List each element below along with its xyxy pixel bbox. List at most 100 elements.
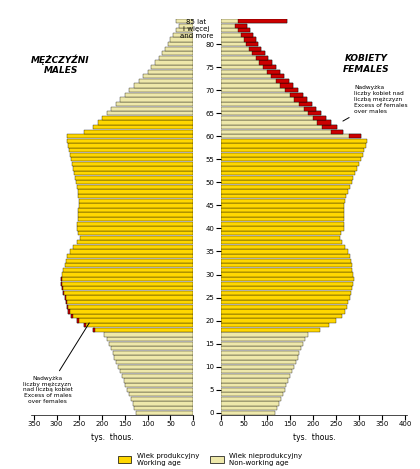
- Bar: [65, 295, 193, 300]
- Bar: [107, 337, 193, 341]
- Bar: [62, 286, 63, 290]
- Bar: [220, 144, 366, 148]
- Bar: [220, 56, 268, 60]
- Bar: [74, 245, 193, 249]
- Bar: [252, 51, 265, 55]
- Bar: [220, 268, 352, 272]
- Bar: [79, 194, 193, 198]
- Bar: [235, 23, 247, 28]
- Text: MĘŻCZYŹNI
MALES: MĘŻCZYŹNI MALES: [32, 54, 90, 76]
- Bar: [285, 88, 298, 92]
- Bar: [299, 102, 312, 106]
- Bar: [220, 212, 344, 217]
- Bar: [220, 88, 298, 92]
- Bar: [79, 203, 193, 207]
- Bar: [220, 79, 289, 83]
- Bar: [159, 56, 193, 60]
- Bar: [304, 106, 317, 111]
- Bar: [220, 309, 345, 313]
- Bar: [67, 305, 193, 309]
- Bar: [78, 217, 193, 221]
- Bar: [220, 231, 341, 235]
- Bar: [68, 309, 70, 313]
- Text: Nadwyżka
liczby mężczyzn
nad liczbą kobiet
Excess of males
over females: Nadwyżka liczby mężczyzn nad liczbą kobi…: [23, 323, 89, 404]
- Bar: [148, 69, 193, 74]
- Bar: [116, 360, 193, 364]
- Bar: [220, 305, 347, 309]
- Bar: [68, 139, 193, 143]
- Text: tys.  thous.: tys. thous.: [91, 433, 134, 442]
- Bar: [173, 33, 193, 37]
- Bar: [76, 180, 193, 184]
- Bar: [220, 69, 280, 74]
- Bar: [220, 314, 342, 318]
- Bar: [122, 374, 193, 378]
- Bar: [162, 51, 193, 55]
- Bar: [116, 102, 193, 106]
- Bar: [220, 328, 320, 332]
- Bar: [79, 208, 193, 212]
- Bar: [61, 281, 62, 286]
- Bar: [93, 328, 95, 332]
- Bar: [220, 411, 276, 415]
- Bar: [220, 240, 342, 244]
- Bar: [61, 277, 62, 281]
- Bar: [134, 406, 193, 410]
- Bar: [80, 235, 193, 240]
- Bar: [123, 378, 193, 383]
- Bar: [220, 61, 272, 65]
- Bar: [220, 199, 345, 203]
- Bar: [139, 79, 193, 83]
- Bar: [77, 222, 193, 226]
- Bar: [220, 106, 317, 111]
- Bar: [220, 42, 258, 46]
- Bar: [220, 125, 337, 129]
- Bar: [220, 286, 352, 290]
- Bar: [220, 250, 348, 254]
- Bar: [84, 129, 193, 134]
- Bar: [93, 328, 193, 332]
- Bar: [220, 175, 353, 180]
- Bar: [78, 189, 193, 194]
- Bar: [66, 258, 193, 263]
- Text: KOBIETY
FEMALES: KOBIETY FEMALES: [343, 54, 390, 74]
- Bar: [220, 185, 350, 189]
- Bar: [247, 42, 258, 46]
- Bar: [63, 291, 193, 295]
- Bar: [220, 194, 346, 198]
- Bar: [220, 166, 357, 171]
- Bar: [111, 346, 193, 350]
- Bar: [220, 369, 292, 373]
- Bar: [220, 295, 350, 300]
- Bar: [220, 46, 261, 51]
- Bar: [143, 74, 193, 78]
- Bar: [71, 314, 74, 318]
- Bar: [220, 378, 289, 383]
- Bar: [322, 125, 337, 129]
- Bar: [220, 383, 286, 387]
- Bar: [220, 235, 339, 240]
- Bar: [178, 23, 193, 28]
- Bar: [220, 263, 352, 267]
- Bar: [220, 337, 305, 341]
- Bar: [220, 401, 279, 406]
- Bar: [129, 88, 193, 92]
- Bar: [220, 258, 351, 263]
- Bar: [220, 245, 345, 249]
- Bar: [76, 227, 193, 231]
- Bar: [281, 83, 294, 88]
- Bar: [220, 397, 281, 401]
- Bar: [294, 97, 307, 101]
- Bar: [220, 157, 361, 161]
- Bar: [220, 134, 361, 138]
- Bar: [61, 281, 193, 286]
- Bar: [349, 134, 361, 138]
- Bar: [290, 93, 303, 97]
- Bar: [63, 291, 64, 295]
- Bar: [69, 148, 193, 152]
- Bar: [77, 318, 79, 323]
- Bar: [220, 102, 312, 106]
- Bar: [220, 387, 285, 392]
- Bar: [220, 351, 299, 355]
- Bar: [220, 121, 331, 125]
